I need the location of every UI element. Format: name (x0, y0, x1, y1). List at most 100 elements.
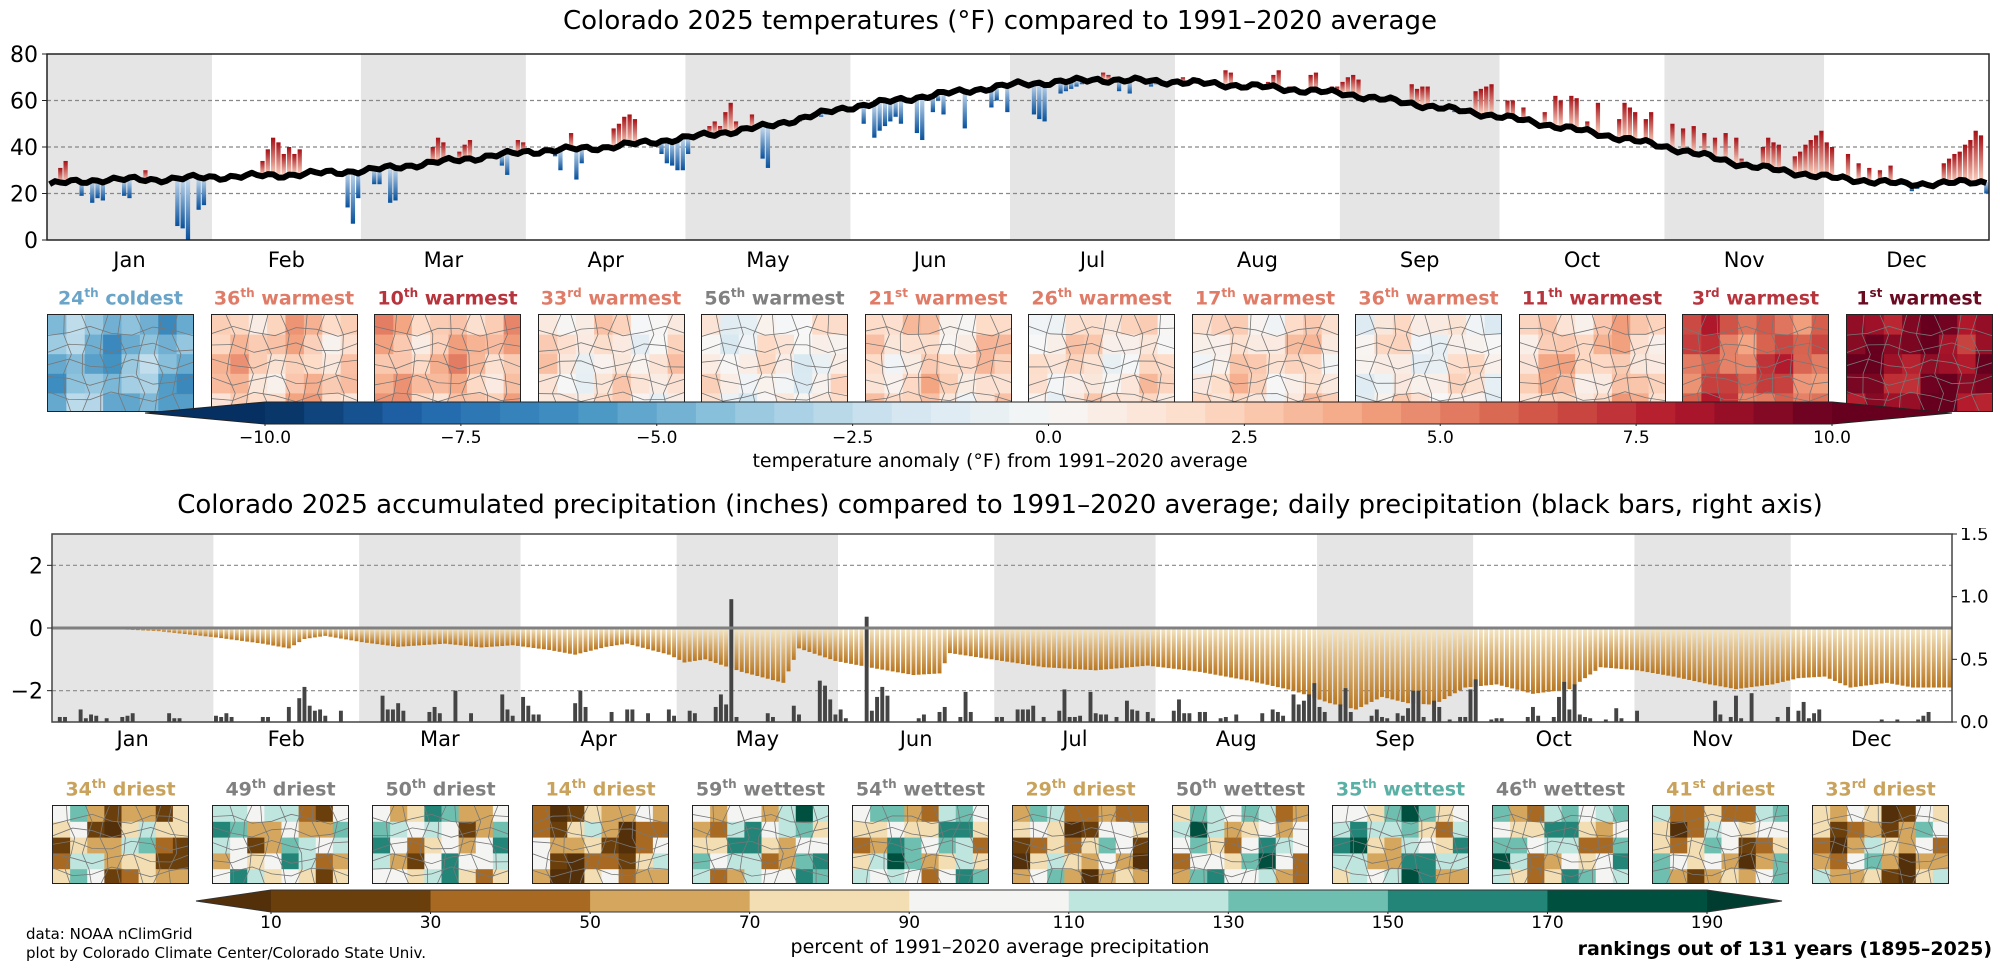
rank-number: 14 (545, 778, 572, 801)
accumulated-deficit-bar (843, 628, 848, 663)
accumulated-deficit-bar (1119, 628, 1124, 668)
month-label: Oct (1536, 727, 1572, 751)
warm-anomaly-bar (622, 116, 627, 146)
daily-precip-bar (104, 718, 109, 722)
warm-anomaly-bar (292, 153, 297, 175)
warm-anomaly-bar (1409, 84, 1414, 104)
accumulated-deficit-bar (505, 628, 510, 646)
accumulated-deficit-bar (1468, 628, 1473, 688)
daily-precip-bar (505, 709, 510, 722)
daily-precip-bar (1057, 710, 1062, 722)
accumulated-deficit-bar (791, 628, 796, 660)
rank-suffix: th (84, 286, 99, 300)
rank-word: warmest (751, 287, 845, 310)
daily-precip-bar (302, 686, 307, 722)
accumulated-deficit-bar (1052, 628, 1057, 668)
accumulated-deficit-bar (1687, 628, 1692, 680)
warm-anomaly-bar (1845, 153, 1851, 180)
accumulated-deficit-bar (448, 628, 453, 645)
accumulated-deficit-bar (958, 628, 963, 655)
accumulated-deficit-bar (338, 628, 343, 639)
accumulated-deficit-bar (1614, 628, 1619, 669)
daily-precip-bar (921, 714, 926, 722)
left-y-tick-label: −2 (11, 680, 43, 705)
daily-precip-bar (1531, 706, 1535, 722)
map-canvas (1356, 315, 1501, 411)
accumulated-deficit-bar (1780, 628, 1785, 682)
warm-anomaly-bar (1797, 151, 1803, 174)
accumulated-deficit-bar (1536, 628, 1541, 694)
rank-suffix: st (1869, 286, 1883, 300)
month-label: Oct (1564, 248, 1600, 272)
accumulated-deficit-bar (1338, 628, 1343, 706)
accumulated-deficit-bar (771, 628, 775, 681)
warm-anomaly-bar (1308, 74, 1313, 91)
daily-precip-bar (1603, 719, 1608, 722)
daily-precip-bar (401, 710, 406, 722)
daily-precip-bar (1171, 710, 1176, 722)
daily-precip-bar (1525, 716, 1530, 722)
daily-precip-bar (1104, 714, 1109, 722)
accumulated-deficit-bar (1265, 628, 1270, 685)
accumulated-deficit-bar (1629, 628, 1634, 670)
accumulated-deficit-bar (1931, 628, 1936, 688)
rank-suffix: th (730, 286, 746, 300)
rank-suffix: th (571, 777, 587, 791)
accumulated-deficit-bar (469, 628, 473, 647)
accumulated-deficit-bar (661, 628, 666, 654)
daily-precip-bar (1374, 709, 1379, 722)
precipitation-rank-label: 41st driest (1621, 777, 1821, 800)
accumulated-deficit-bar (240, 628, 244, 641)
accumulated-deficit-bar (1827, 628, 1832, 679)
accumulated-deficit-bar (260, 628, 265, 644)
accumulated-deficit-bar (974, 628, 978, 657)
temperature-rank-label: 24th coldest (21, 286, 221, 309)
daily-precip-bar (1307, 694, 1312, 722)
daily-precip-bar (94, 715, 99, 722)
accumulated-deficit-bar (817, 628, 822, 656)
cold-anomaly-bar (185, 178, 191, 240)
accumulated-deficit-bar (1281, 628, 1286, 689)
map-canvas (213, 806, 348, 883)
colorbar-segment (656, 402, 697, 424)
precipitation-percent-map (1652, 805, 1789, 884)
cold-anomaly-bar (1005, 85, 1010, 113)
precipitation-chart: −2 0 2 0.0 0.5 1.0 1.5 Jan Feb Mar Apr May Jun Jul Aug… (11, 528, 1989, 751)
cold-anomaly-bar (1063, 81, 1069, 92)
cold-anomaly-bar (1037, 82, 1042, 120)
warm-anomaly-bar (1478, 88, 1484, 114)
daily-precip-bar (1317, 706, 1322, 722)
month-label: Aug (1237, 248, 1278, 272)
accumulated-deficit-bar (786, 628, 791, 672)
rank-number: 3 (1691, 287, 1706, 310)
rank-word: wettest (903, 778, 986, 801)
rank-number: 50 (385, 778, 412, 801)
rank-suffix: th (722, 777, 737, 791)
colorbar-segment (1518, 402, 1559, 424)
accumulated-deficit-bar (1374, 628, 1379, 700)
accumulated-deficit-bar (1760, 628, 1764, 686)
colorbar-segment (304, 402, 344, 424)
rank-number: 29 (1025, 778, 1052, 801)
warm-anomaly-bar (1101, 72, 1106, 80)
accumulated-deficit-bar (1926, 628, 1931, 688)
warm-anomaly-bar (1766, 137, 1771, 169)
precipitation-rank-label: 59th wettest (661, 777, 861, 800)
daily-precip-bar (1796, 710, 1801, 722)
accumulated-deficit-bar (1666, 628, 1671, 676)
accumulated-deficit-bar (1406, 628, 1410, 704)
cold-anomaly-bar (201, 177, 207, 206)
accumulated-deficit-bar (281, 628, 286, 648)
accumulated-deficit-bar (1067, 628, 1072, 669)
accumulated-deficit-bar (1838, 628, 1843, 684)
accumulated-deficit-bar (640, 628, 645, 648)
accumulated-deficit-bar (1369, 628, 1374, 702)
rank-word: warmest (914, 287, 1008, 310)
accumulated-deficit-bar (1223, 628, 1228, 677)
cold-anomaly-bar (888, 101, 893, 122)
daily-precip-bar (120, 716, 125, 722)
daily-precip-bar (963, 691, 968, 722)
warm-anomaly-bar (1574, 98, 1579, 130)
accumulated-deficit-bar (588, 628, 593, 651)
accumulated-deficit-bar (161, 628, 166, 632)
